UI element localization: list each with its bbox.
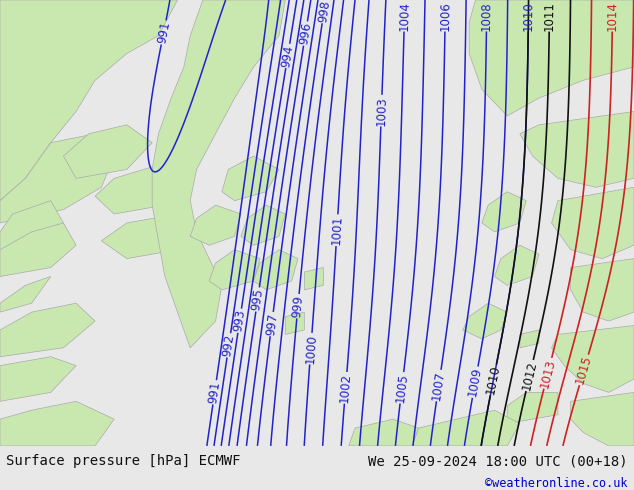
Text: ©weatheronline.co.uk: ©weatheronline.co.uk <box>485 477 628 490</box>
Text: 1012: 1012 <box>520 360 540 392</box>
Text: Surface pressure [hPa] ECMWF: Surface pressure [hPa] ECMWF <box>6 454 241 468</box>
Text: 995: 995 <box>250 288 266 312</box>
Polygon shape <box>209 250 260 290</box>
Text: 1001: 1001 <box>330 215 344 245</box>
Text: 1000: 1000 <box>303 333 318 364</box>
Text: 1003: 1003 <box>374 96 389 125</box>
Text: 1008: 1008 <box>480 1 493 30</box>
Polygon shape <box>349 419 418 446</box>
Polygon shape <box>552 187 634 259</box>
Text: 999: 999 <box>290 294 306 318</box>
Text: 1011: 1011 <box>543 0 556 31</box>
Polygon shape <box>469 0 634 116</box>
Polygon shape <box>482 192 526 232</box>
Polygon shape <box>222 156 279 201</box>
Text: 993: 993 <box>231 309 248 333</box>
Polygon shape <box>95 165 190 214</box>
Text: 1010: 1010 <box>484 364 503 396</box>
Text: 1002: 1002 <box>338 372 353 403</box>
Polygon shape <box>571 392 634 446</box>
Polygon shape <box>152 0 285 348</box>
Polygon shape <box>63 125 152 178</box>
Polygon shape <box>520 330 539 348</box>
Text: 1014: 1014 <box>605 0 619 31</box>
Polygon shape <box>0 223 76 276</box>
Polygon shape <box>520 112 634 187</box>
Polygon shape <box>552 325 634 392</box>
Text: 1009: 1009 <box>466 367 484 398</box>
Polygon shape <box>101 214 203 259</box>
Polygon shape <box>285 312 304 334</box>
Polygon shape <box>0 303 95 357</box>
Polygon shape <box>0 276 51 312</box>
Text: 1010: 1010 <box>522 0 535 30</box>
Text: 1013: 1013 <box>538 357 558 389</box>
Polygon shape <box>0 201 63 259</box>
Polygon shape <box>0 134 114 223</box>
Polygon shape <box>304 268 323 290</box>
Text: 997: 997 <box>264 312 280 336</box>
Polygon shape <box>0 357 76 401</box>
Text: 994: 994 <box>280 44 296 68</box>
Polygon shape <box>507 392 558 423</box>
Text: 991: 991 <box>155 20 172 45</box>
Polygon shape <box>241 205 285 245</box>
Text: 996: 996 <box>297 22 314 46</box>
Polygon shape <box>412 410 520 446</box>
Polygon shape <box>571 259 634 321</box>
Polygon shape <box>254 250 298 290</box>
Text: 1007: 1007 <box>430 370 448 401</box>
Text: 1015: 1015 <box>574 354 594 386</box>
Polygon shape <box>463 303 507 339</box>
Polygon shape <box>0 401 114 446</box>
Text: 1005: 1005 <box>394 372 410 403</box>
Text: We 25-09-2024 18:00 UTC (00+18): We 25-09-2024 18:00 UTC (00+18) <box>368 454 628 468</box>
Text: 1006: 1006 <box>439 0 452 31</box>
Text: 992: 992 <box>221 333 237 357</box>
Text: 998: 998 <box>316 0 332 23</box>
Polygon shape <box>495 245 539 285</box>
Polygon shape <box>0 0 178 201</box>
Text: 1004: 1004 <box>398 0 411 31</box>
Text: 991: 991 <box>207 380 223 404</box>
Polygon shape <box>190 205 241 245</box>
